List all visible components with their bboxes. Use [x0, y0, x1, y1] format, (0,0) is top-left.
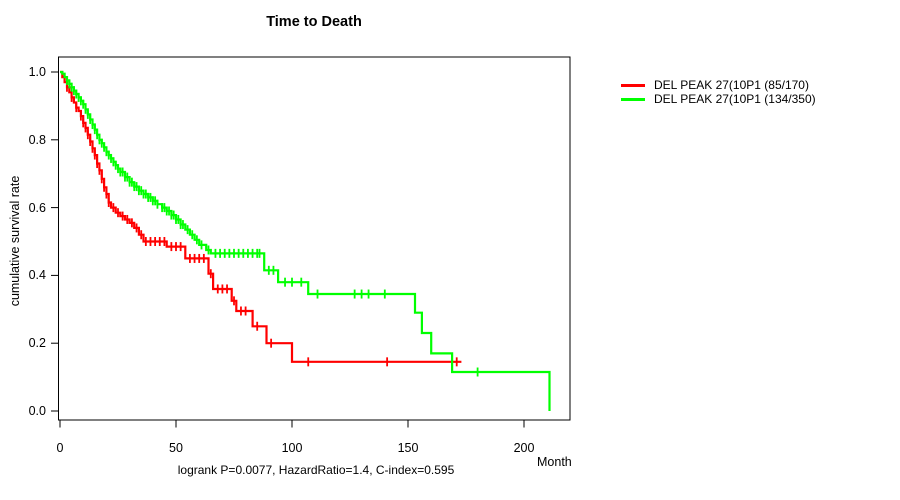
- x-tick-label: 150: [397, 441, 419, 455]
- legend-row-group2: DEL PEAK 27(10P1 (134/350): [621, 91, 816, 107]
- y-tick-label: 0.0: [28, 404, 46, 418]
- chart-title: Time to Death: [266, 14, 362, 30]
- y-tick-label: 0.4: [28, 268, 46, 283]
- y-tick-label: 0.2: [28, 336, 46, 351]
- legend-line-swatch-red: [621, 84, 645, 88]
- x-tick-label: 0: [56, 441, 64, 455]
- x-tick-label: 100: [281, 441, 303, 455]
- survival-curve-group1: [60, 70, 462, 363]
- x-axis-label: Month: [537, 455, 572, 469]
- stats-annotation: logrank P=0.0077, HazardRatio=1.4, C-ind…: [177, 463, 455, 477]
- x-tick-label: 50: [169, 441, 183, 455]
- legend-label-group1: DEL PEAK 27(10P1 (85/170): [654, 78, 809, 92]
- survival-curve-group2: [60, 70, 551, 411]
- x-tick-label: 200: [513, 441, 535, 455]
- y-tick-label: 1.0: [28, 65, 46, 79]
- legend: DEL PEAK 27(10P1 (85/170) DEL PEAK 27(10…: [621, 78, 816, 107]
- legend-label-group2: DEL PEAK 27(10P1 (134/350): [654, 91, 816, 106]
- y-tick-label: 0.8: [28, 132, 46, 147]
- plot-box: [58, 56, 571, 421]
- y-tick-label: 0.6: [28, 200, 46, 215]
- legend-row-group1: DEL PEAK 27(10P1 (85/170): [621, 78, 816, 93]
- legend-line-swatch-green: [621, 97, 645, 101]
